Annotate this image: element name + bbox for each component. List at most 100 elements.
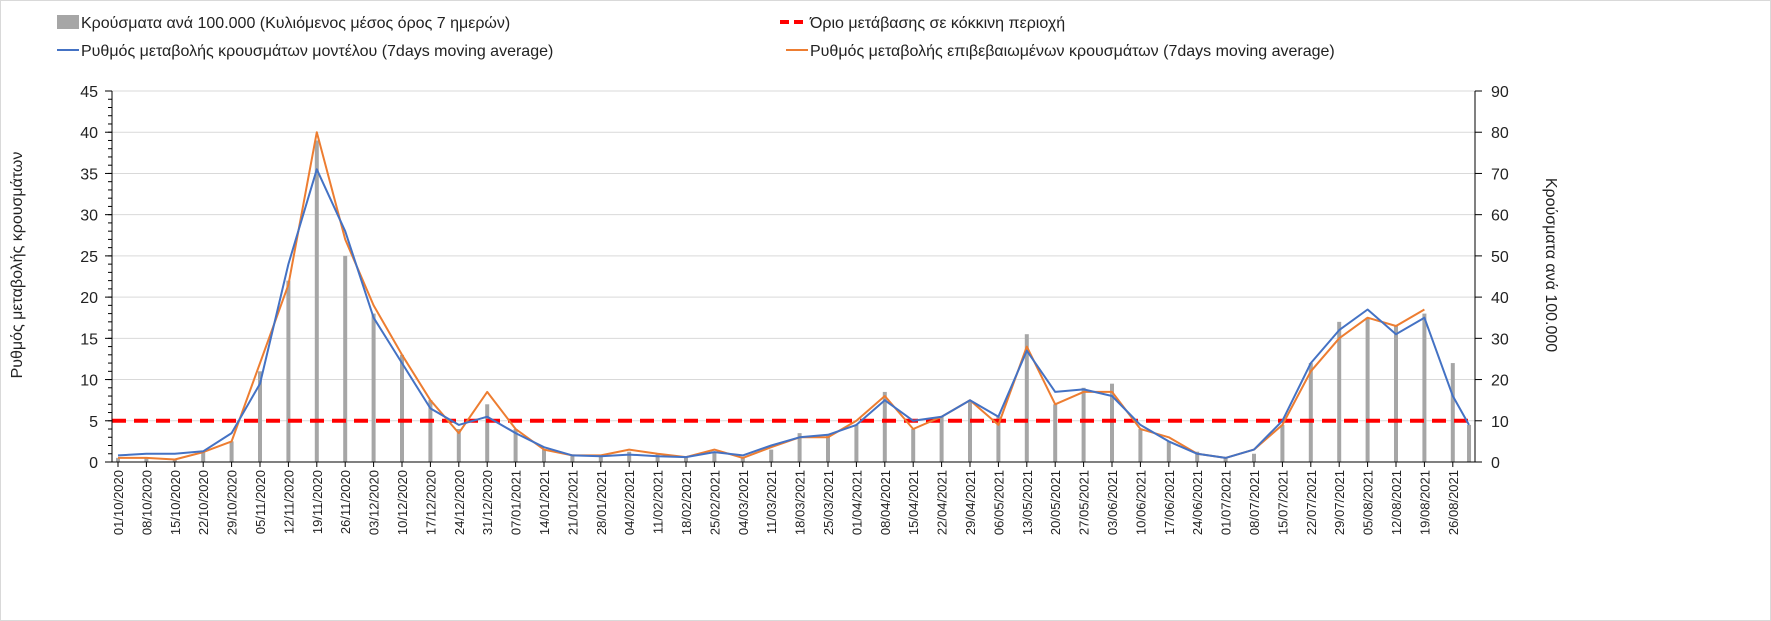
x-tick-label: 27/05/2021	[1077, 470, 1092, 535]
x-tick-label: 04/03/2021	[736, 470, 751, 535]
x-tick-label: 29/04/2021	[963, 470, 978, 535]
bar	[1223, 457, 1228, 462]
bar	[1394, 325, 1398, 462]
y-tick-label-right: 20	[1491, 373, 1509, 390]
legend-label-threshold: Όριο μετάβασης σε κόκκινη περιοχή	[809, 15, 1065, 32]
x-tick-label: 15/10/2020	[168, 470, 183, 535]
y-tick-label-left: 15	[80, 331, 98, 348]
x-tick-label: 19/11/2020	[310, 470, 325, 534]
bar	[371, 313, 376, 462]
bar	[1081, 387, 1086, 462]
bar	[968, 400, 972, 462]
x-tick-label: 11/02/2021	[651, 470, 666, 534]
bar	[286, 280, 291, 462]
bar	[1053, 404, 1058, 462]
y-tick-label-right: 40	[1491, 290, 1509, 307]
x-tick-label: 22/10/2020	[196, 470, 211, 535]
x-tick-label: 28/01/2021	[594, 470, 609, 535]
bar	[570, 455, 575, 462]
x-tick-label: 04/02/2021	[622, 470, 637, 535]
legend-label-bars: Κρούσματα ανά 100.000 (Κυλιόμενος μέσος …	[81, 15, 510, 32]
bar	[1450, 363, 1455, 462]
lines	[112, 131, 1475, 461]
bar	[1467, 424, 1472, 462]
y-tick-label-right: 30	[1491, 331, 1509, 348]
x-tick-label: 24/06/2021	[1190, 470, 1205, 535]
bar	[428, 400, 433, 462]
x-tick-label: 01/07/2021	[1219, 470, 1234, 535]
bar	[684, 457, 688, 462]
bar	[826, 435, 830, 462]
x-tick-label: 01/10/2020	[111, 470, 126, 535]
x-tick-label: 06/05/2021	[991, 470, 1006, 535]
x-tick-label: 26/08/2021	[1446, 470, 1461, 535]
y-tick-label-right: 80	[1491, 125, 1509, 142]
gridlines	[112, 90, 1475, 422]
legend: Κρούσματα ανά 100.000 (Κυλιόμενος μέσος …	[57, 15, 1335, 60]
legend-label-confirmed: Ρυθμός μεταβολής επιβεβαιωμένων κρουσμάτ…	[810, 43, 1335, 60]
bar	[314, 140, 319, 462]
x-tick-label: 08/07/2021	[1247, 470, 1262, 535]
x-tick-label: 08/10/2020	[139, 470, 154, 535]
bar	[1252, 453, 1256, 462]
y-tick-label-right: 90	[1491, 84, 1509, 101]
x-tick-label: 17/12/2020	[423, 470, 438, 535]
bar	[598, 455, 603, 462]
x-tick-label: 25/03/2021	[821, 470, 836, 535]
bar	[229, 441, 234, 462]
axes: 0 0 5 10 10 20 15 30 20 40 25 50 30 60 35 70 40 80 45 90 01/…	[80, 84, 1509, 535]
y-tick-label-left: 10	[80, 373, 98, 390]
x-tick-label: 05/08/2021	[1361, 470, 1376, 535]
x-tick-label: 13/05/2021	[1020, 470, 1035, 535]
x-tick-label: 20/05/2021	[1048, 470, 1063, 535]
y-tick-label-right: 60	[1491, 208, 1509, 225]
bar	[172, 459, 177, 462]
x-tick-label: 15/07/2021	[1275, 470, 1290, 535]
x-tick-label: 18/02/2021	[679, 470, 694, 535]
bar	[343, 255, 348, 462]
bar	[144, 457, 149, 462]
x-tick-label: 07/01/2021	[509, 470, 524, 535]
bar	[1337, 321, 1342, 462]
bar	[456, 429, 461, 462]
x-tick-label: 14/01/2021	[537, 470, 552, 535]
x-tick-label: 26/11/2020	[338, 470, 353, 534]
x-tick-label: 29/07/2021	[1332, 470, 1347, 535]
y-tick-label-left: 35	[80, 166, 98, 183]
y-tick-label-right: 0	[1491, 455, 1500, 472]
bar	[712, 451, 717, 462]
bar	[1195, 451, 1200, 462]
x-tick-label: 21/01/2021	[565, 470, 580, 535]
bar	[769, 449, 774, 462]
bar	[258, 371, 262, 462]
x-tick-label: 29/10/2020	[225, 470, 240, 535]
y-tick-label-left: 30	[80, 208, 98, 225]
bar	[939, 416, 944, 462]
x-tick-label: 15/04/2021	[906, 470, 921, 535]
x-tick-label: 18/03/2021	[793, 470, 808, 535]
bar	[882, 391, 887, 462]
y-tick-label-right: 70	[1491, 166, 1509, 183]
x-tick-label: 05/11/2020	[253, 470, 268, 534]
x-tick-label: 25/02/2021	[707, 470, 722, 535]
x-tick-label: 17/06/2021	[1162, 470, 1177, 535]
x-tick-label: 03/12/2020	[367, 470, 382, 535]
bar	[116, 457, 120, 462]
x-tick-label: 03/06/2021	[1105, 470, 1120, 535]
bar	[485, 404, 490, 462]
model-rate-line	[117, 168, 1470, 459]
bar	[854, 424, 859, 462]
x-tick-label: 08/04/2021	[878, 470, 893, 535]
y-tick-label-left: 25	[80, 249, 98, 266]
bar	[911, 429, 916, 462]
bar	[1365, 317, 1370, 462]
bar	[1024, 334, 1029, 462]
bar	[996, 416, 1001, 462]
x-tick-label: 10/12/2020	[395, 470, 410, 535]
bar	[400, 354, 404, 462]
y-axis-right-title: Κρούσματα ανά 100.000	[1542, 178, 1559, 352]
x-tick-label: 12/11/2020	[281, 470, 296, 534]
x-tick-label: 22/07/2021	[1304, 470, 1319, 535]
y-tick-label-left: 0	[89, 455, 98, 472]
x-tick-label: 19/08/2021	[1417, 470, 1432, 535]
